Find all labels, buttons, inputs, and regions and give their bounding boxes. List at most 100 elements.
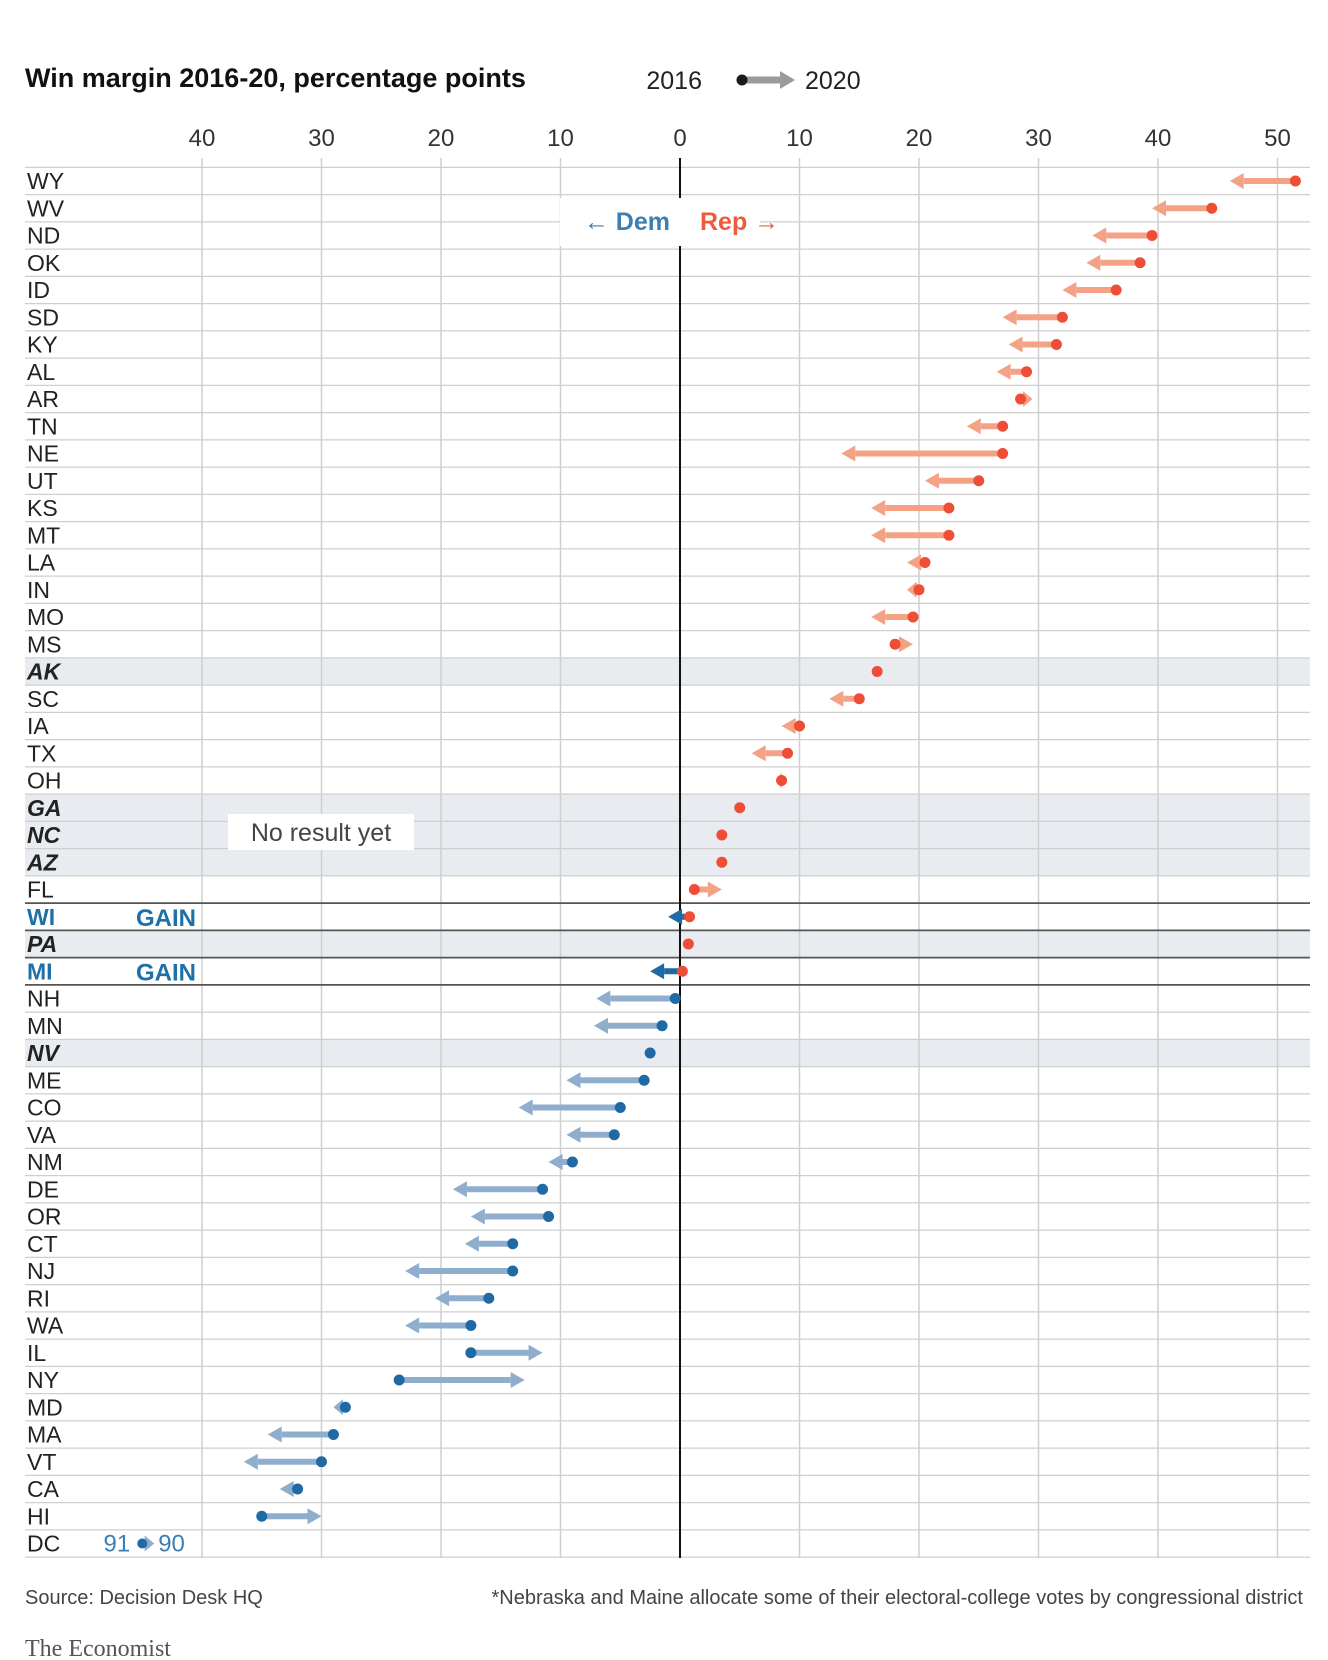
dot-2016-oh [776, 775, 788, 786]
dot-2016-ri [483, 1292, 495, 1304]
dc-2016-value: 91 [104, 1531, 131, 1558]
arrow-head-ut [924, 472, 939, 489]
state-label-mn: MN [27, 1013, 63, 1039]
gain-label-mi: GAIN [136, 959, 196, 986]
arrow-head-in [907, 581, 917, 598]
state-label-tn: TN [27, 413, 58, 439]
arrow-head-fl [707, 881, 722, 898]
state-label-ia: IA [27, 713, 49, 739]
arrow-head-sc [829, 690, 844, 707]
data-marks [137, 173, 1301, 1552]
dot-2016-la [919, 557, 931, 568]
x-tick-label: 40 [1145, 125, 1172, 152]
state-label-nj: NJ [27, 1258, 55, 1284]
dot-2016-sd [1056, 311, 1068, 323]
state-label-de: DE [27, 1176, 59, 1202]
state-label-nh: NH [27, 986, 60, 1012]
state-label-nc: NC [27, 822, 61, 848]
legend-dot [736, 74, 748, 86]
dot-2016-ne [997, 448, 1009, 459]
dot-2016-wi [684, 911, 696, 923]
dot-2016-ak [871, 666, 883, 677]
x-tick-label: 0 [673, 125, 686, 152]
state-label-va: VA [27, 1122, 57, 1148]
x-tick-label: 30 [308, 125, 335, 152]
legend-2020-label: 2020 [805, 67, 861, 95]
arrow-head-mn [593, 1017, 608, 1034]
state-label-nv: NV [27, 1040, 61, 1066]
state-label-ct: CT [27, 1231, 58, 1257]
arrow-head-id [1062, 282, 1077, 298]
dot-2016-mt [943, 529, 955, 541]
dot-2016-nh [669, 993, 681, 1004]
chart-title: Win margin 2016-20, percentage points [25, 63, 526, 93]
arrow-head-wv [1152, 200, 1167, 217]
arrow-head-nd [1092, 227, 1107, 244]
dot-2016-dc [137, 1538, 148, 1549]
dot-2016-mo [907, 611, 919, 623]
no-result-label: No result yet [251, 819, 391, 847]
dot-2016-al [1021, 366, 1033, 378]
arrow-head-ok [1086, 254, 1101, 271]
dot-2016-nj [507, 1265, 519, 1277]
x-tick-label: 50 [1264, 125, 1291, 152]
arrow-head-al [996, 363, 1011, 380]
state-label-oh: OH [27, 768, 62, 794]
dot-2016-or [543, 1211, 555, 1222]
dot-2016-ct [507, 1238, 519, 1250]
arrow-head-il [528, 1344, 543, 1361]
direction-labels: ← Dem Rep → [560, 198, 779, 246]
state-label-nm: NM [27, 1149, 63, 1175]
x-tick-label: 10 [786, 125, 813, 152]
gridlines [201, 158, 1279, 1558]
state-label-dc: DC [27, 1531, 60, 1557]
state-label-ms: MS [27, 631, 62, 657]
state-label-wv: WV [27, 195, 65, 221]
dot-2016-nc [716, 829, 728, 841]
state-label-me: ME [27, 1067, 62, 1093]
dot-2016-ok [1134, 257, 1146, 269]
dot-2016-ga [734, 802, 746, 814]
dot-2016-id [1110, 284, 1122, 296]
tossup-band-nc [25, 821, 1310, 849]
dot-2016-nm [566, 1156, 578, 1168]
dot-2016-ar [1015, 393, 1027, 405]
state-label-ut: UT [27, 468, 58, 494]
tossup-band-ga [25, 794, 1310, 822]
state-label-ak: AK [26, 659, 62, 685]
x-tick-label: 40 [189, 125, 216, 152]
legend-arrow-head [780, 71, 795, 89]
arrow-head-la [907, 554, 922, 571]
dot-2016-tn [997, 420, 1009, 432]
arrow-head-wy [1229, 173, 1244, 189]
dot-2016-va [608, 1129, 620, 1141]
state-label-fl: FL [27, 877, 54, 903]
state-label-pa: PA [27, 931, 57, 957]
x-tick-label: 20 [428, 125, 455, 152]
rep-direction-label: Rep → [700, 208, 779, 236]
tossup-band-ak [25, 657, 1310, 686]
dot-2016-ca [292, 1483, 304, 1495]
state-label-az: AZ [26, 849, 59, 875]
dot-2016-ks [943, 502, 955, 514]
state-label-ok: OK [27, 250, 61, 276]
state-label-md: MD [27, 1394, 63, 1420]
state-label-id: ID [27, 277, 50, 303]
arrow-head-nm [548, 1154, 563, 1170]
state-label-vt: VT [27, 1449, 56, 1475]
state-label-la: LA [27, 550, 56, 576]
state-label-al: AL [27, 359, 55, 385]
arrow-head-co [518, 1099, 533, 1116]
state-label-tx: TX [27, 740, 56, 766]
arrow-head-ca [279, 1481, 294, 1497]
state-label-wa: WA [27, 1313, 64, 1339]
dot-2016-nv [644, 1047, 656, 1059]
dem-direction-label: ← Dem [584, 208, 670, 236]
arrow-head-de [452, 1181, 467, 1198]
arrow-head-ms [899, 636, 914, 653]
arrow-head-sd [1002, 309, 1017, 326]
x-tick-label: 30 [1025, 125, 1052, 152]
legend: 2016 2020 [646, 67, 860, 95]
state-label-ma: MA [27, 1422, 62, 1448]
arrow-head-md [333, 1399, 344, 1416]
